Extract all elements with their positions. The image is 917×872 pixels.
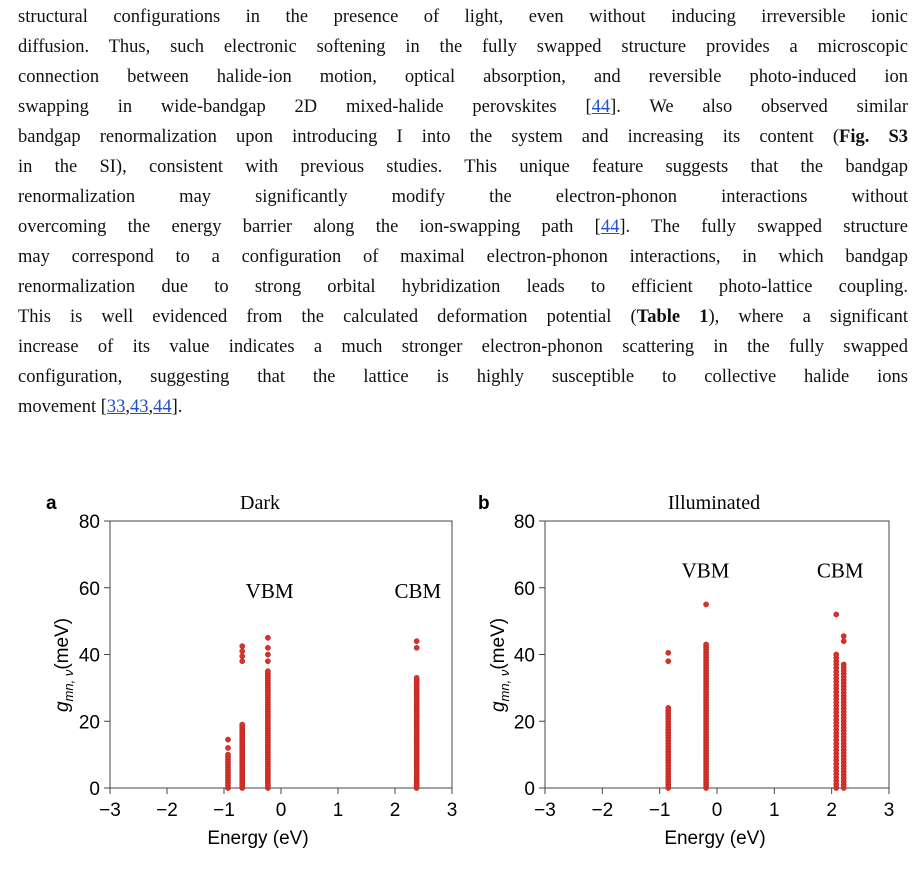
data-point [840,633,847,639]
text-line: configuration, suggesting that the latti… [18,367,908,387]
data-point [239,658,246,665]
data-point [265,644,271,651]
y-tick-label: 60 [79,579,100,600]
y-tick-label: 80 [514,512,535,533]
data-point [703,641,709,648]
chart-b: b Illuminated Energy (eV) gmn, ν(meV) −3… [478,492,895,849]
text-line: swapping in wide-bandgap 2D mixed-halide… [18,97,908,117]
chart-a-ylabel: gmn, ν(meV) [52,618,76,712]
text-line: renormalization may significantly modify… [18,187,908,207]
chart-b-title: Illuminated [668,492,760,514]
band-label-vbm: VBM [682,559,730,583]
x-tick-label: 1 [333,800,344,821]
y-tick-label: 20 [514,712,535,733]
x-tick-label: 2 [826,800,837,821]
data-point [703,601,709,608]
data-point [840,638,847,644]
data-point [665,705,672,711]
bold-reference: Table 1 [636,307,709,327]
plot-frame [109,520,453,789]
data-point [413,675,420,681]
text-line: renormalization due to strong orbital hy… [18,277,908,297]
y-tick-label: 40 [79,646,100,667]
x-tick-label: 2 [390,800,401,821]
text-line: This is well evidenced from the calculat… [18,307,908,327]
body-paragraph: structural configurations in the presenc… [18,2,908,422]
figure-panel-a: a Dark Energy (eV) gmn, ν(meV) −3 −2 −1 0 1 2… [32,485,472,872]
citation-link[interactable]: 44 [591,97,611,117]
y-tick-label: 0 [524,779,535,800]
x-tick-label: −1 [213,800,235,821]
x-tick-label: −3 [99,800,121,821]
data-point [225,751,231,758]
text-line: in the SI), consistent with previous stu… [18,157,908,177]
citation-link[interactable]: 44 [600,217,620,237]
figure-panel-b: b Illuminated Energy (eV) gmn, ν(meV) −3… [468,485,908,872]
data-point [265,668,271,675]
data-point [413,638,420,644]
bold-reference: Fig. S3 [839,127,909,147]
chart-a-title: Dark [240,492,280,514]
citation-link[interactable]: 43 [130,397,149,417]
band-label-cbm: CBM [817,559,864,583]
text-line: connection between halide-ion motion, op… [18,67,908,87]
chart-b-xlabel: Energy (eV) [664,828,765,849]
data-point [265,651,271,658]
x-tick-label: −2 [156,800,178,821]
x-tick-label: 0 [712,800,723,821]
chart-a: a Dark Energy (eV) gmn, ν(meV) −3 −2 −1 0 1 2… [46,492,458,849]
data-point [413,644,420,651]
text-line: movement [33,43,44]. [18,397,183,417]
band-label-cbm: CBM [394,579,441,603]
data-point [840,661,847,668]
x-tick-label: 0 [276,800,287,821]
data-point [265,634,271,641]
citation-link[interactable]: 44 [153,397,172,417]
y-tick-label: 60 [514,579,535,600]
panel-letter-a: a [46,493,57,514]
y-tick-label: 80 [79,512,100,533]
data-point [225,736,231,743]
data-point [665,649,672,656]
x-tick-label: −2 [591,800,613,821]
chart-b-ylabel: gmn, ν(meV) [488,618,512,712]
data-point [239,648,246,655]
band-label-vbm: VBM [246,579,294,603]
x-tick-label: 1 [769,800,780,821]
data-point [239,653,246,660]
x-tick-label: −1 [649,800,671,821]
data-point [225,745,231,751]
x-tick-label: 3 [884,800,895,821]
data-point [833,611,840,618]
x-tick-label: 3 [447,800,458,821]
chart-a-xlabel: Energy (eV) [207,828,308,849]
y-tick-label: 20 [79,712,100,733]
data-point [265,658,271,665]
text-line: increase of its value indicates a much s… [18,337,908,357]
y-tick-label: 40 [514,646,535,667]
citation-link[interactable]: 33 [106,397,126,417]
data-point [239,721,246,728]
text-line: overcoming the energy barrier along the … [18,217,909,237]
panel-letter-b: b [478,493,490,514]
text-line: diffusion. Thus, such electronic softeni… [18,37,908,57]
data-point [665,658,672,665]
y-tick-label: 0 [89,779,100,800]
x-tick-label: −3 [534,800,556,821]
text-line: may correspond to a configuration of max… [18,247,908,267]
text-line: structural configurations in the presenc… [18,7,908,27]
data-point [239,643,246,650]
data-point [833,651,840,658]
text-line: bandgap renormalization upon introducing… [18,127,909,147]
